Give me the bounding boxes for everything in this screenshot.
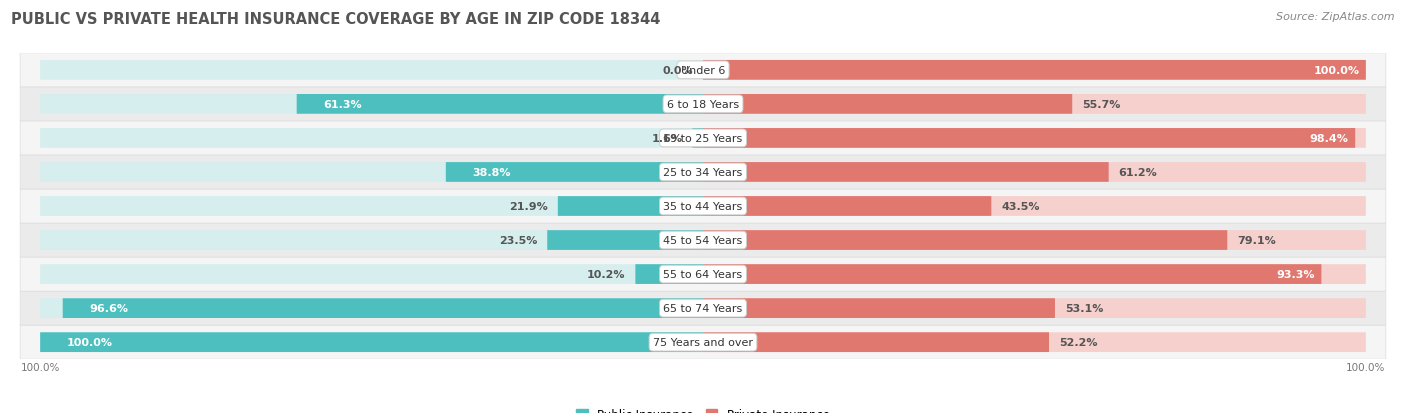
Text: 79.1%: 79.1%: [1237, 235, 1277, 245]
FancyBboxPatch shape: [703, 61, 1365, 81]
Text: 43.5%: 43.5%: [1001, 202, 1040, 211]
Text: 65 to 74 Years: 65 to 74 Years: [664, 304, 742, 313]
Text: 75 Years and over: 75 Years and over: [652, 337, 754, 347]
FancyBboxPatch shape: [20, 223, 1386, 257]
FancyBboxPatch shape: [703, 129, 1355, 148]
Text: 23.5%: 23.5%: [499, 235, 537, 245]
FancyBboxPatch shape: [692, 129, 703, 148]
FancyBboxPatch shape: [297, 95, 703, 114]
Text: 100.0%: 100.0%: [1313, 66, 1360, 76]
Text: 1.6%: 1.6%: [651, 133, 682, 144]
Text: 96.6%: 96.6%: [89, 304, 128, 313]
Text: 55 to 64 Years: 55 to 64 Years: [664, 269, 742, 280]
FancyBboxPatch shape: [20, 325, 1386, 359]
FancyBboxPatch shape: [41, 230, 703, 250]
Text: 53.1%: 53.1%: [1064, 304, 1104, 313]
FancyBboxPatch shape: [41, 61, 703, 81]
FancyBboxPatch shape: [703, 332, 1365, 352]
FancyBboxPatch shape: [20, 54, 1386, 88]
FancyBboxPatch shape: [703, 265, 1322, 284]
FancyBboxPatch shape: [20, 257, 1386, 292]
FancyBboxPatch shape: [703, 197, 991, 216]
Text: 19 to 25 Years: 19 to 25 Years: [664, 133, 742, 144]
FancyBboxPatch shape: [703, 163, 1109, 183]
FancyBboxPatch shape: [41, 197, 703, 216]
FancyBboxPatch shape: [41, 265, 703, 284]
Text: 45 to 54 Years: 45 to 54 Years: [664, 235, 742, 245]
FancyBboxPatch shape: [703, 332, 1049, 352]
FancyBboxPatch shape: [558, 197, 703, 216]
FancyBboxPatch shape: [703, 95, 1365, 114]
FancyBboxPatch shape: [20, 190, 1386, 223]
FancyBboxPatch shape: [703, 163, 1365, 183]
Text: 61.2%: 61.2%: [1119, 168, 1157, 178]
Text: Under 6: Under 6: [681, 66, 725, 76]
Text: Source: ZipAtlas.com: Source: ZipAtlas.com: [1277, 12, 1395, 22]
FancyBboxPatch shape: [41, 129, 703, 148]
FancyBboxPatch shape: [703, 265, 1365, 284]
FancyBboxPatch shape: [41, 332, 703, 352]
Text: 35 to 44 Years: 35 to 44 Years: [664, 202, 742, 211]
FancyBboxPatch shape: [63, 299, 703, 318]
Text: 38.8%: 38.8%: [472, 168, 510, 178]
Text: 0.0%: 0.0%: [662, 66, 693, 76]
FancyBboxPatch shape: [703, 61, 1365, 81]
Text: 52.2%: 52.2%: [1059, 337, 1098, 347]
FancyBboxPatch shape: [703, 95, 1073, 114]
FancyBboxPatch shape: [20, 156, 1386, 190]
Text: 21.9%: 21.9%: [509, 202, 548, 211]
Text: 55.7%: 55.7%: [1083, 100, 1121, 109]
Text: 93.3%: 93.3%: [1277, 269, 1315, 280]
Text: 25 to 34 Years: 25 to 34 Years: [664, 168, 742, 178]
FancyBboxPatch shape: [703, 299, 1365, 318]
FancyBboxPatch shape: [41, 299, 703, 318]
FancyBboxPatch shape: [20, 121, 1386, 156]
FancyBboxPatch shape: [41, 163, 703, 183]
FancyBboxPatch shape: [20, 88, 1386, 121]
Legend: Public Insurance, Private Insurance: Public Insurance, Private Insurance: [576, 408, 830, 413]
FancyBboxPatch shape: [547, 230, 703, 250]
FancyBboxPatch shape: [41, 332, 703, 352]
Text: 6 to 18 Years: 6 to 18 Years: [666, 100, 740, 109]
Text: 98.4%: 98.4%: [1310, 133, 1348, 144]
FancyBboxPatch shape: [636, 265, 703, 284]
FancyBboxPatch shape: [703, 230, 1227, 250]
FancyBboxPatch shape: [20, 292, 1386, 325]
Text: PUBLIC VS PRIVATE HEALTH INSURANCE COVERAGE BY AGE IN ZIP CODE 18344: PUBLIC VS PRIVATE HEALTH INSURANCE COVER…: [11, 12, 661, 27]
FancyBboxPatch shape: [446, 163, 703, 183]
FancyBboxPatch shape: [41, 95, 703, 114]
Text: 61.3%: 61.3%: [323, 100, 361, 109]
FancyBboxPatch shape: [703, 197, 1365, 216]
FancyBboxPatch shape: [703, 230, 1365, 250]
FancyBboxPatch shape: [703, 299, 1054, 318]
Text: 100.0%: 100.0%: [66, 337, 112, 347]
FancyBboxPatch shape: [703, 129, 1365, 148]
Text: 10.2%: 10.2%: [586, 269, 626, 280]
